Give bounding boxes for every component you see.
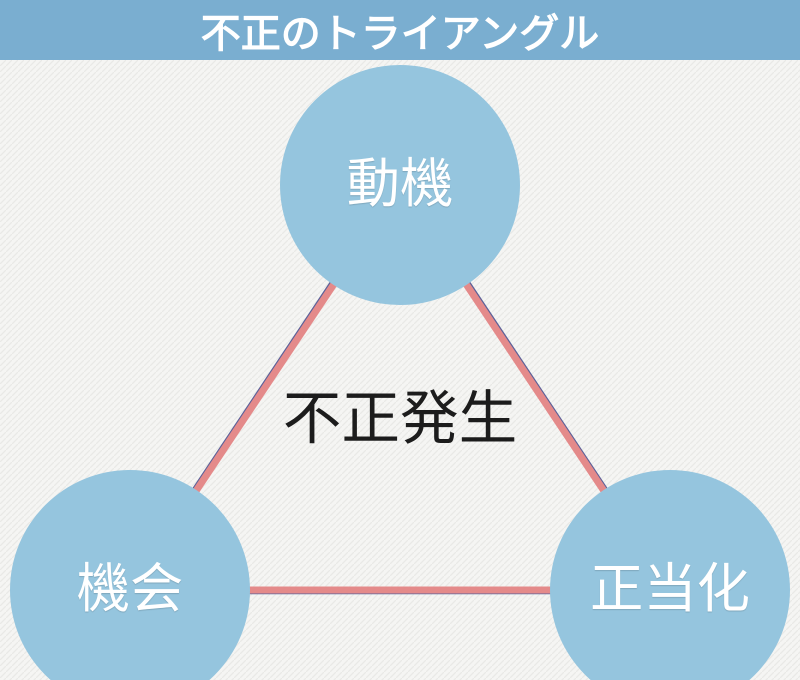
node-motive-label: 動機 bbox=[347, 158, 454, 211]
title-text: 不正のトライアングル bbox=[201, 1, 599, 59]
node-motive: 動機 bbox=[280, 65, 520, 305]
node-opportunity-label: 機会 bbox=[77, 563, 184, 616]
title-bar: 不正のトライアングル bbox=[0, 0, 800, 60]
center-label-text: 不正発生 bbox=[283, 387, 518, 452]
node-rationalize-label: 正当化 bbox=[590, 563, 750, 616]
diagram-frame: 不正のトライアングル 動機 機会 正当化 不正発生 bbox=[0, 0, 800, 680]
center-label: 不正発生 bbox=[283, 391, 518, 450]
diagram-canvas: 動機 機会 正当化 不正発生 bbox=[0, 60, 800, 680]
